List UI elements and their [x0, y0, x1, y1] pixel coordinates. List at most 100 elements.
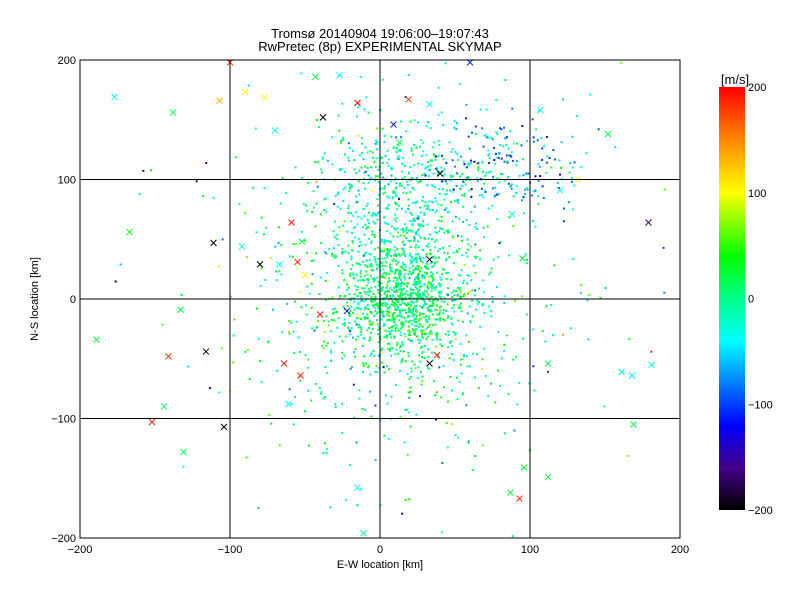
velocity-dot — [466, 365, 469, 368]
velocity-dot — [393, 297, 396, 300]
velocity-dot — [431, 273, 434, 276]
cross-stroke — [519, 255, 526, 262]
velocity-dot — [407, 229, 410, 232]
velocity-dot — [481, 368, 484, 371]
velocity-dot — [453, 310, 456, 313]
velocity-dot — [414, 328, 417, 331]
velocity-dot — [365, 362, 368, 365]
velocity-dot — [364, 307, 367, 310]
velocity-dot — [394, 330, 397, 333]
velocity-dot — [341, 402, 344, 405]
cross-stroke — [537, 106, 544, 114]
cross-stroke — [276, 260, 283, 268]
velocity-dot — [485, 172, 488, 175]
velocity-dot — [411, 260, 414, 263]
velocity-dot — [383, 239, 386, 242]
velocity-dot — [400, 294, 403, 297]
velocity-dot — [394, 308, 397, 311]
velocity-dot — [432, 153, 435, 156]
velocity-dot — [428, 252, 431, 255]
velocity-dot — [449, 189, 452, 192]
velocity-dot — [421, 305, 424, 308]
velocity-dot — [503, 349, 506, 352]
velocity-cross-marker — [177, 306, 184, 314]
velocity-dot — [428, 333, 431, 336]
velocity-dot — [459, 187, 462, 190]
velocity-dot — [391, 313, 394, 316]
velocity-dot — [421, 293, 424, 296]
velocity-dot — [345, 283, 348, 286]
velocity-dot — [363, 177, 366, 180]
velocity-dot — [451, 296, 454, 299]
velocity-dot — [451, 299, 454, 302]
velocity-dot — [397, 155, 400, 158]
velocity-dot — [476, 302, 479, 305]
velocity-dot — [460, 194, 463, 197]
velocity-dot — [355, 317, 358, 320]
velocity-cross-marker — [354, 99, 361, 107]
velocity-dot — [428, 323, 431, 326]
velocity-dot — [474, 222, 477, 225]
velocity-dot — [432, 299, 435, 302]
velocity-dot — [383, 216, 386, 219]
velocity-dot — [491, 138, 494, 141]
velocity-dot — [382, 297, 385, 300]
velocity-dot — [459, 274, 462, 277]
velocity-dot — [407, 294, 410, 297]
velocity-dot — [497, 256, 500, 259]
velocity-dot — [413, 313, 416, 316]
velocity-dot — [522, 174, 525, 177]
velocity-dot — [393, 272, 396, 275]
velocity-dot — [386, 250, 389, 253]
velocity-dot — [392, 314, 395, 317]
velocity-dot — [450, 322, 453, 325]
velocity-dot — [439, 317, 442, 320]
velocity-dot — [390, 135, 393, 138]
velocity-dot — [414, 282, 417, 285]
velocity-dot — [395, 220, 398, 223]
velocity-dot — [331, 136, 334, 139]
velocity-dot — [330, 359, 333, 362]
velocity-dot — [411, 264, 414, 267]
velocity-dot — [413, 321, 416, 324]
velocity-dot — [366, 264, 369, 267]
velocity-dot — [238, 203, 241, 206]
velocity-dot — [355, 195, 358, 198]
velocity-dot — [459, 291, 462, 294]
velocity-dot — [235, 156, 238, 159]
velocity-dot — [399, 369, 402, 372]
velocity-dot — [430, 332, 433, 335]
velocity-dot — [306, 251, 309, 254]
velocity-dot — [381, 311, 384, 314]
velocity-dot — [389, 319, 392, 322]
velocity-dot — [466, 292, 469, 295]
velocity-dot — [430, 200, 433, 203]
velocity-cross-marker — [111, 93, 118, 101]
velocity-dot — [403, 234, 406, 237]
velocity-dot — [387, 289, 390, 292]
velocity-dot — [391, 270, 394, 273]
velocity-dot — [499, 173, 502, 176]
velocity-dot — [427, 293, 430, 296]
velocity-dot — [453, 262, 456, 265]
velocity-dot — [332, 230, 335, 233]
velocity-dot — [357, 323, 360, 326]
velocity-dot — [393, 276, 396, 279]
velocity-dot — [461, 393, 464, 396]
velocity-dot — [463, 353, 466, 356]
velocity-dot — [419, 281, 422, 284]
velocity-dot — [376, 304, 379, 307]
velocity-dot — [418, 180, 421, 183]
velocity-dot — [377, 307, 380, 310]
velocity-dot — [349, 367, 352, 370]
velocity-dot — [496, 193, 499, 196]
velocity-dot — [462, 295, 465, 298]
y-tick-label: 100 — [58, 175, 76, 187]
velocity-dot — [361, 371, 364, 374]
velocity-dot — [471, 468, 474, 471]
velocity-dot — [367, 294, 370, 297]
velocity-dot — [409, 179, 412, 182]
velocity-dot — [391, 326, 394, 329]
velocity-dot — [407, 325, 410, 328]
velocity-dot — [401, 162, 404, 165]
